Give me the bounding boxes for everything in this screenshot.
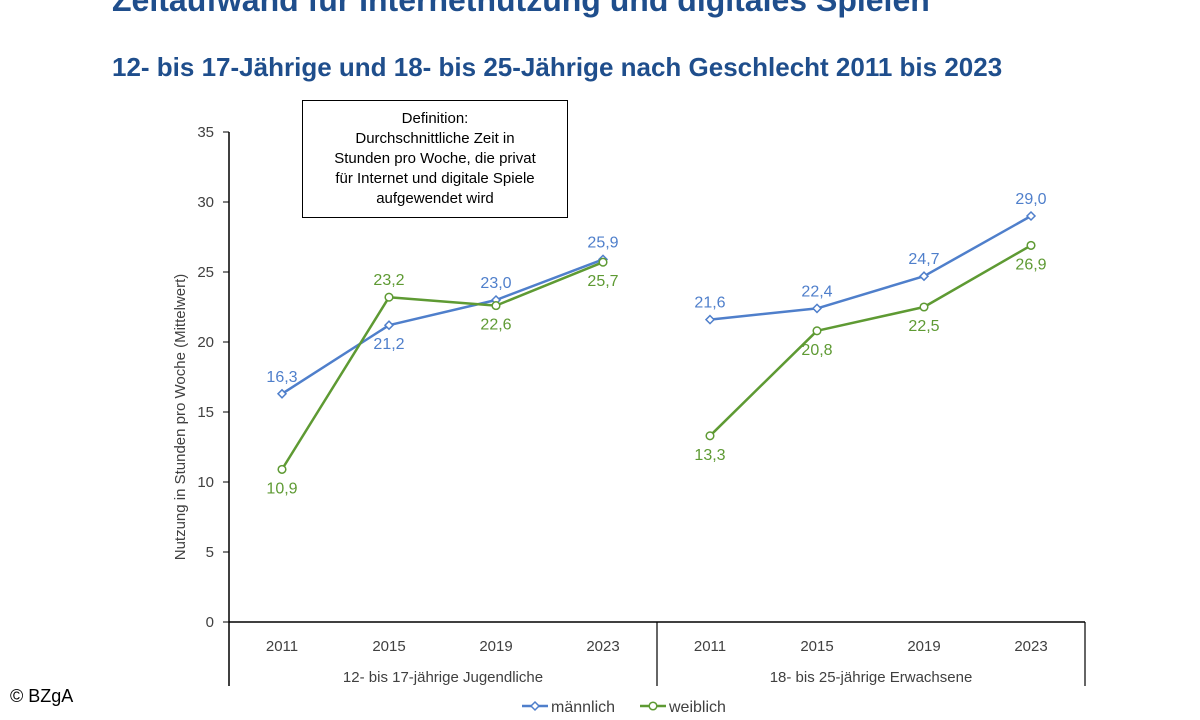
definition-line: aufgewendet wird [376, 190, 494, 207]
data-label-maennlich: 21,2 [373, 336, 404, 353]
definition-box: Definition: Durchschnittliche Zeit in St… [302, 100, 568, 218]
chart-subtitle: 12- bis 17-Jährige und 18- bis 25-Jährig… [112, 52, 1003, 82]
data-point-maennlich [704, 314, 716, 325]
data-label-weiblich: 10,9 [266, 480, 297, 497]
data-point-weiblich [384, 292, 394, 302]
copyright-notice: © BZgA [10, 686, 74, 706]
data-label-weiblich: 22,5 [908, 318, 939, 335]
data-point-weiblich [598, 257, 608, 267]
data-point-maennlich [1025, 210, 1037, 222]
data-label-weiblich: 20,8 [801, 342, 832, 359]
data-point-maennlich [918, 271, 930, 282]
legend-marker-maennlich [529, 700, 541, 712]
y-tick-label: 0 [206, 614, 214, 631]
data-label-maennlich: 23,0 [480, 275, 511, 292]
definition-line: Durchschnittliche Zeit in [355, 130, 515, 147]
y-tick-label: 35 [197, 124, 214, 141]
x-tick-label: 2023 [586, 638, 619, 655]
legend-label-maennlich: männlich [551, 699, 615, 716]
x-tick-label: 2019 [907, 638, 940, 655]
series-line-maennlich [281, 258, 604, 395]
y-tick-label: 15 [197, 404, 214, 421]
definition-line: Definition: [401, 110, 469, 127]
x-group-label: 12- bis 17-jährige Jugendliche [343, 669, 543, 686]
x-tick-label: 2011 [266, 638, 298, 655]
data-label-maennlich: 24,7 [908, 251, 939, 268]
x-tick-label: 2015 [800, 638, 833, 655]
y-tick-label: 30 [197, 194, 214, 211]
data-label-maennlich: 29,0 [1015, 191, 1046, 208]
data-point-maennlich [276, 388, 288, 399]
y-tick-label: 20 [197, 334, 214, 351]
data-point-weiblich [705, 431, 715, 441]
data-label-maennlich: 22,4 [801, 283, 832, 300]
x-group-label: 18- bis 25-jährige Erwachsene [770, 669, 973, 686]
data-label-weiblich: 13,3 [694, 447, 725, 464]
data-label-maennlich: 21,6 [694, 295, 725, 312]
data-label-weiblich: 25,7 [587, 273, 618, 290]
x-tick-label: 2023 [1014, 638, 1047, 655]
series-line-maennlich [709, 214, 1032, 321]
y-tick-label: 25 [197, 264, 214, 281]
x-tick-label: 2015 [372, 638, 405, 655]
definition-line: für Internet und digitale Spiele [335, 170, 535, 187]
data-point-maennlich [811, 303, 823, 314]
legend-label-weiblich: weiblich [668, 699, 726, 716]
y-axis-title: Nutzung in Stunden pro Woche (Mittelwert… [172, 274, 189, 561]
x-tick-label: 2011 [694, 638, 726, 655]
data-label-maennlich: 25,9 [587, 234, 618, 251]
data-point-weiblich [1026, 240, 1036, 250]
data-label-weiblich: 22,6 [480, 317, 511, 334]
chart-title: Zeitaufwand für Internetnutzung und digi… [112, 0, 930, 18]
x-tick-label: 2019 [479, 638, 512, 655]
data-point-maennlich [383, 320, 395, 331]
data-label-weiblich: 26,9 [1015, 256, 1046, 273]
data-point-weiblich [277, 464, 287, 474]
data-label-maennlich: 16,3 [266, 369, 297, 386]
legend-marker-weiblich [648, 701, 658, 711]
data-point-weiblich [812, 326, 822, 336]
data-point-weiblich [919, 302, 929, 312]
definition-line: Stunden pro Woche, die privat [334, 150, 536, 167]
data-point-weiblich [491, 301, 501, 311]
series-line-weiblich [280, 261, 604, 471]
y-tick-label: 5 [206, 544, 214, 561]
y-tick-label: 10 [197, 474, 214, 491]
data-label-weiblich: 23,2 [373, 272, 404, 289]
series-line-weiblich [709, 244, 1032, 437]
